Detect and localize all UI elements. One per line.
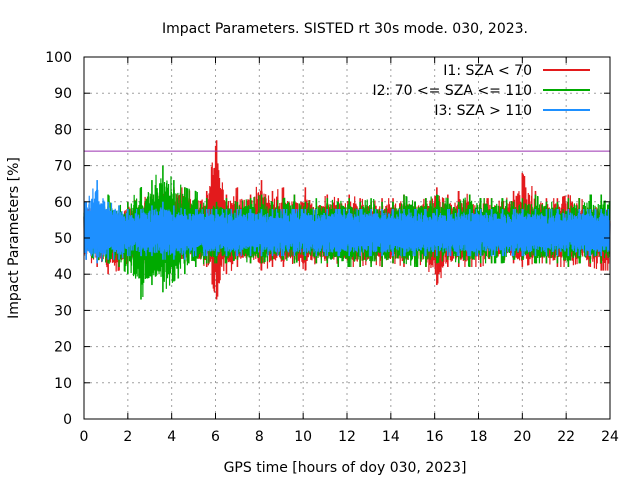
x-tick-label: 16 <box>426 429 444 445</box>
y-axis-label: Impact Parameters [%] <box>6 157 22 319</box>
y-tick-label: 90 <box>54 86 72 102</box>
series-layer <box>83 140 611 300</box>
chart-title: Impact Parameters. SISTED rt 30s mode. 0… <box>162 21 528 37</box>
x-tick-label: 12 <box>338 429 356 445</box>
x-tick-label: 18 <box>470 429 488 445</box>
series-3-line <box>83 188 611 262</box>
x-tick-label: 24 <box>601 429 619 445</box>
y-tick-label: 40 <box>54 267 72 283</box>
y-tick-label: 100 <box>45 50 72 66</box>
x-tick-label: 20 <box>513 429 531 445</box>
x-tick-label: 0 <box>80 429 89 445</box>
legend: I1: SZA < 70 I2: 70 <= SZA <= 110 I3: SZA … <box>372 63 590 119</box>
x-tick-label: 14 <box>382 429 400 445</box>
y-tick-label: 0 <box>63 412 72 428</box>
x-tick-label: 2 <box>123 429 132 445</box>
y-tick-label: 10 <box>54 376 72 392</box>
legend-label: I3: SZA > 110 <box>434 103 532 119</box>
x-tick-label: 8 <box>255 429 264 445</box>
y-tick-label: 20 <box>54 340 72 356</box>
x-tick-label: 10 <box>294 429 312 445</box>
x-tick-label: 22 <box>557 429 575 445</box>
legend-label: I1: SZA < 70 <box>443 63 532 79</box>
legend-label: I2: 70 <= SZA <= 110 <box>372 83 532 99</box>
ticks: 0 2 4 6 8 10 12 14 16 18 20 22 240102030405060708090… <box>45 50 619 445</box>
y-tick-label: 80 <box>54 122 72 138</box>
y-tick-label: 70 <box>54 159 72 175</box>
x-axis-label: GPS time [hours of doy 030, 2023] <box>224 460 467 476</box>
x-tick-label: 6 <box>211 429 220 445</box>
y-tick-label: 30 <box>54 303 72 319</box>
y-tick-label: 50 <box>54 231 72 247</box>
y-tick-label: 60 <box>54 195 72 211</box>
x-tick-label: 4 <box>167 429 176 445</box>
